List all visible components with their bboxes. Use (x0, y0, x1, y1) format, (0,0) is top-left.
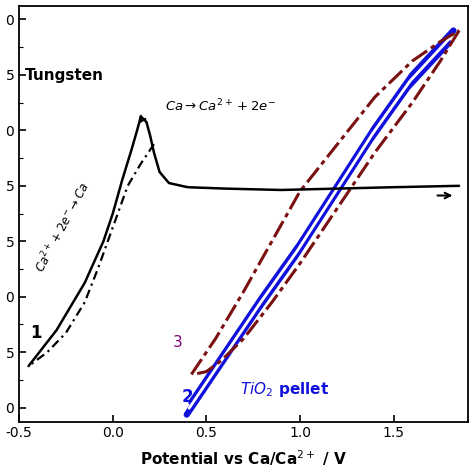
Text: Tungsten: Tungsten (25, 68, 104, 83)
X-axis label: Potential vs Ca/Ca$^{2+}$ / V: Potential vs Ca/Ca$^{2+}$ / V (140, 449, 347, 468)
Text: $Ca^{2+}+2e^{-}\rightarrow Ca$: $Ca^{2+}+2e^{-}\rightarrow Ca$ (31, 180, 93, 275)
Text: $Ca \rightarrow Ca^{2+} + 2e^{-}$: $Ca \rightarrow Ca^{2+} + 2e^{-}$ (165, 97, 277, 114)
Text: 1: 1 (30, 324, 42, 342)
Text: 2: 2 (182, 388, 194, 406)
Text: 3: 3 (173, 335, 182, 350)
Text: $TiO_2$ pellet: $TiO_2$ pellet (240, 380, 329, 399)
